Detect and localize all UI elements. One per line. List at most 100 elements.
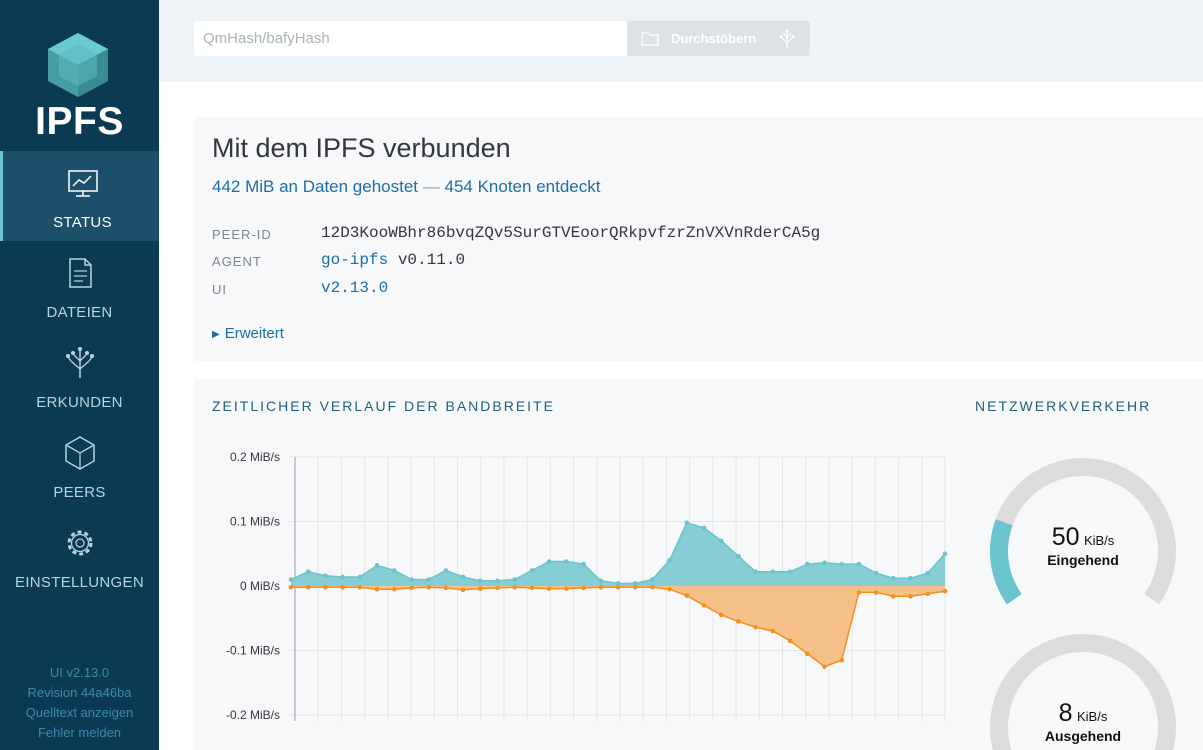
outgoing-series-point [426,584,431,590]
outgoing-value: 8 KiB/s [983,699,1183,728]
status-summary: 442 MiB an Daten gehostet — 454 Knoten e… [212,177,600,197]
sidebar-item-files[interactable]: DATEIEN [0,241,159,331]
incoming-series-point [805,561,810,567]
outgoing-series-point [736,619,741,624]
outgoing-series-point [340,584,345,590]
outgoing-series-point [770,628,776,634]
incoming-series-point [581,561,586,567]
incoming-series-point [288,577,294,582]
incoming-series-point [564,559,569,564]
outgoing-label: Ausgehend [1044,728,1122,744]
outgoing-series-point [667,586,672,592]
header: Durchstöbern [159,0,1203,82]
incoming-gauge [990,458,1176,605]
incoming-series-point [684,520,690,526]
incoming-gauge-arc [990,519,1022,605]
incoming-series-point [925,570,931,576]
bandwidth-card: ZEITLICHER VERLAUF DER BANDBREITE NETZWE… [194,379,1203,750]
incoming-series-point [787,569,793,575]
browse-button[interactable]: Durchstöbern [627,21,810,56]
outgoing-series-point [942,588,948,594]
sidebar-item-label: PEERS [53,484,106,501]
revision-link[interactable]: Revision 44a46ba [27,685,132,700]
incoming-series-point [357,574,363,580]
incoming-series-point [546,559,552,564]
logo-text: IPFS [35,100,124,143]
y-tick-label: 0 MiB/s [240,579,280,593]
status-icon [68,170,98,197]
outgoing-series-point [805,651,810,657]
incoming-series-point [891,575,896,581]
outgoing-series-point [409,585,414,591]
sidebar-item-label: STATUS [53,214,112,231]
outgoing-number: 8 [1058,699,1073,727]
ui-version-link[interactable]: v2.13.0 [321,279,389,297]
agent-value: go-ipfs v0.11.0 [321,251,465,269]
y-tick-label: 0.1 MiB/s [230,515,280,529]
peer-id-key: PEER-ID [212,227,272,242]
outgoing-series-point [546,586,552,591]
status-card: Mit dem IPFS verbunden 442 MiB an Daten … [194,117,1203,361]
incoming-series-point [667,557,672,563]
outgoing-series-point [495,585,500,591]
incoming-series-point [839,561,845,567]
incoming-series-point [822,560,827,566]
incoming-series-point [736,554,741,559]
explore-icon [66,347,94,378]
outgoing-series-point [357,584,363,590]
peers-icon [65,436,95,470]
triangle-right-icon: ▶ [212,329,220,340]
ipfs-cube-icon [48,33,108,97]
sidebar-item-status[interactable]: STATUS [0,151,159,241]
y-tick-label: -0.2 MiB/s [226,708,280,722]
sidebar-item-explore[interactable]: ERKUNDEN [0,331,159,421]
go-ipfs-link[interactable]: go-ipfs [321,251,389,269]
incoming-series-point [598,578,604,584]
outgoing-gauge [990,634,1176,750]
ui-version-link[interactable]: UI v2.13.0 [49,665,110,680]
browse-button-label: Durchstöbern [671,31,757,46]
sidebar-item-settings[interactable]: EINSTELLUNGEN [0,511,159,601]
outgoing-series-point [391,586,397,592]
incoming-series-point [529,568,535,573]
source-code-link[interactable]: Quelltext anzeigen [25,705,134,720]
incoming-series-point [856,561,862,567]
sidebar-item-label: ERKUNDEN [36,394,123,411]
sidebar-item-label: EINSTELLUNGEN [15,574,144,591]
files-icon [69,258,92,288]
peers-discovered: 454 Knoten entdeckt [444,177,601,196]
outgoing-series-point [891,594,896,599]
search-input[interactable] [194,21,627,56]
explore-icon [779,29,795,49]
incoming-series-point [615,581,621,586]
outgoing-series-point [288,584,294,590]
incoming-series-point [478,578,483,584]
peer-id-value: 12D3KooWBhr86bvqZQv5SurGTVEoorQRkpvfzrZn… [321,224,821,242]
sidebar-item-peers[interactable]: PEERS [0,421,159,511]
incoming-series-point [443,568,449,573]
bandwidth-chart-title: ZEITLICHER VERLAUF DER BANDBREITE [212,398,555,414]
ui-value: v2.13.0 [321,279,388,297]
folder-icon [641,32,659,46]
y-tick-label: -0.1 MiB/s [226,644,280,658]
incoming-series-point [770,569,776,575]
incoming-series-point [495,578,500,584]
report-bug-link[interactable]: Fehler melden [37,725,122,740]
outgoing-series-point [512,584,518,590]
incoming-series-point [391,568,397,573]
outgoing-series-point [581,585,586,591]
bandwidth-chart: 0.2 MiB/s 0.1 MiB/s 0 MiB/s -0.1 MiB/s -0.2 … [226,450,948,722]
outgoing-series-point [856,590,862,595]
outgoing-series-point [873,590,879,595]
ipfs-logo[interactable]: IPFS [0,0,159,150]
outgoing-series-point [615,584,621,590]
outgoing-unit: KiB/s [1077,709,1108,724]
advanced-toggle[interactable]: ▶ Erweitert [212,325,284,342]
outgoing-series-point [529,585,535,591]
incoming-series-area [291,522,945,586]
agent-key: AGENT [212,254,262,269]
outgoing-series-point [925,591,931,597]
page-title: Mit dem IPFS verbunden [212,133,511,163]
incoming-label: Eingehend [1047,552,1119,568]
outgoing-series-point [822,664,827,669]
